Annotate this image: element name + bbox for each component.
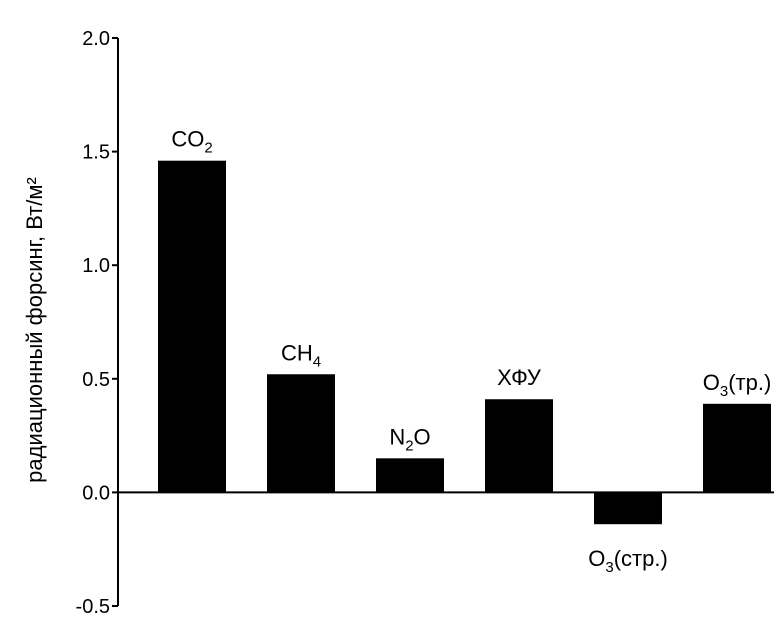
bar-label: CH4	[281, 340, 321, 370]
bar	[485, 399, 553, 493]
bar	[703, 403, 771, 493]
bars	[158, 160, 771, 525]
bar-label-suffix: O	[414, 424, 431, 449]
y-tick-label: -0.5	[76, 596, 110, 618]
bar-label-base: N	[389, 424, 405, 449]
y-tick-label: 1.0	[82, 255, 110, 277]
bar-label-base: O	[703, 370, 720, 395]
bar-label-subscript: 3	[720, 383, 728, 400]
bar-label: O3(стр.)	[588, 546, 668, 576]
bar-label-base: CH	[281, 340, 313, 365]
y-axis: 2.0 1.5 1.0 0.5 0.0 -0.5	[76, 28, 774, 618]
bar-label: ХФУ	[497, 365, 542, 390]
bar-label-base: O	[588, 546, 605, 571]
y-tick-label: 0.0	[82, 482, 110, 504]
bar-label-base: ХФУ	[497, 365, 542, 390]
bar-label: CO2	[171, 127, 212, 157]
y-axis-label: радиационный форсинг, Вт/м²	[22, 177, 47, 483]
bar	[376, 458, 444, 493]
bar-label: N2O	[389, 424, 430, 454]
bar	[158, 160, 226, 493]
y-tick-label: 0.5	[82, 369, 110, 391]
bar-label-subscript: 4	[313, 353, 321, 370]
bar-label-suffix: (стр.)	[614, 546, 668, 571]
y-tick-label: 2.0	[82, 28, 110, 50]
bar	[267, 374, 335, 493]
bar-label-base: CO	[171, 127, 204, 152]
bar-label-subscript: 2	[204, 140, 212, 157]
y-tick-label: 1.5	[82, 142, 110, 164]
bar-label-subscript: 2	[405, 437, 413, 454]
bar-label: O3(тр.)	[703, 370, 772, 400]
bar	[594, 492, 662, 525]
bar-label-subscript: 3	[605, 559, 613, 576]
bar-label-suffix: (тр.)	[728, 370, 771, 395]
